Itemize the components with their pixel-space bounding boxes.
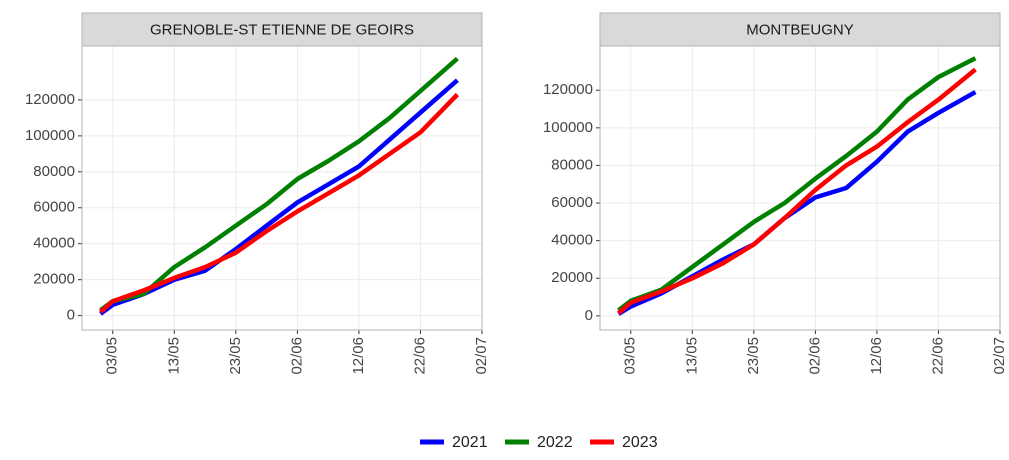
x-tick-label: 13/05	[165, 337, 182, 375]
y-tick-label: 40000	[33, 235, 75, 252]
y-tick-label: 120000	[543, 81, 593, 98]
strip-background	[599, 12, 1001, 47]
y-tick-label: 60000	[33, 199, 75, 216]
y-tick-label: 60000	[551, 194, 593, 211]
x-tick-label: 22/06	[929, 337, 946, 375]
x-tick-label: 02/06	[288, 337, 305, 375]
plot-border	[599, 45, 1001, 331]
legend-label: 2023	[622, 434, 658, 451]
y-tick-label: 80000	[33, 163, 75, 180]
x-tick-label: 22/06	[411, 337, 428, 375]
x-tick-label: 13/05	[683, 337, 700, 375]
line-series	[99, 92, 460, 314]
y-tick-label: 20000	[33, 271, 75, 288]
legend-label: 2022	[537, 434, 573, 451]
y-tick-label: 120000	[25, 91, 75, 108]
x-tick-label: 02/06	[806, 337, 823, 375]
y-tick-label: 40000	[551, 232, 593, 249]
x-tick-label: 23/05	[745, 337, 762, 375]
y-tick-label: 100000	[25, 127, 75, 144]
x-tick-label: 12/06	[868, 337, 885, 375]
y-tick-label: 0	[67, 307, 75, 324]
y-tick-label: 20000	[551, 269, 593, 286]
x-tick-label: 02/07	[473, 337, 490, 375]
x-tick-label: 12/06	[350, 337, 367, 375]
x-tick-label: 23/05	[227, 337, 244, 375]
x-tick-label: 03/05	[622, 337, 639, 375]
strip-background	[81, 12, 483, 47]
facet-title: GRENOBLE-ST ETIENNE DE GEOIRS	[150, 21, 414, 38]
x-tick-label: 02/07	[991, 337, 1008, 375]
line-series	[99, 56, 459, 313]
facet-title: MONTBEUGNY	[746, 21, 854, 38]
plot-border	[81, 45, 483, 331]
y-tick-label: 80000	[551, 156, 593, 173]
y-tick-label: 0	[585, 307, 593, 324]
y-tick-label: 100000	[543, 119, 593, 136]
line-series	[617, 67, 977, 315]
x-tick-label: 03/05	[104, 337, 121, 375]
legend-label: 2021	[452, 434, 488, 451]
